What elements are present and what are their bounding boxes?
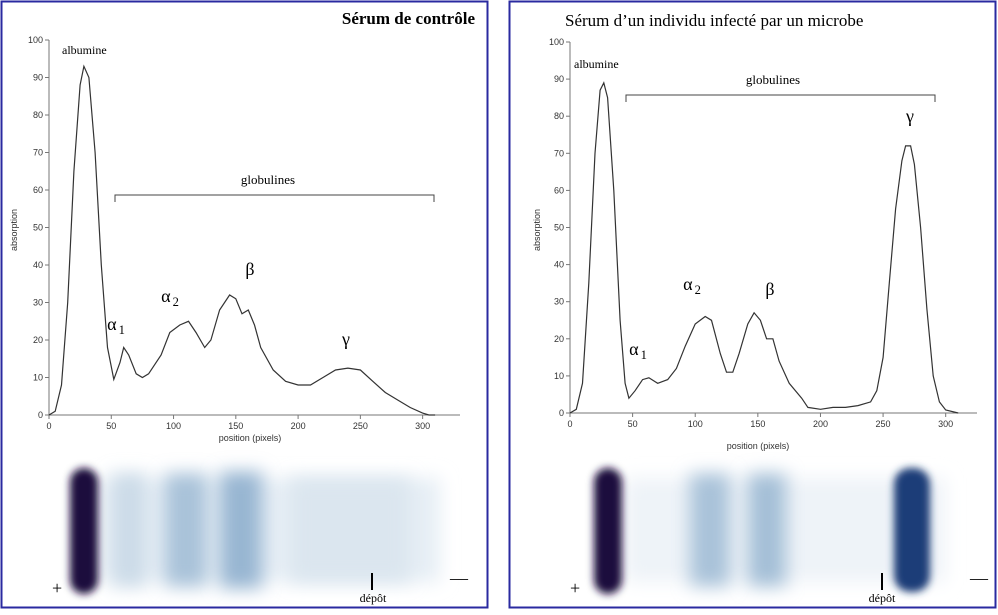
y-tick-label: 30	[33, 298, 43, 308]
annotation: albumine	[574, 57, 619, 71]
y-tick-label: 70	[554, 148, 564, 158]
y-tick-label: 0	[559, 408, 564, 418]
y-tick-label: 20	[554, 334, 564, 344]
y-tick-label: 30	[554, 297, 564, 307]
y-tick-label: 90	[33, 73, 43, 83]
y-tick-label: 60	[554, 185, 564, 195]
y-tick-label: 10	[554, 371, 564, 381]
annotation-text: globulines	[746, 72, 800, 87]
annotation-subscript: 1	[641, 348, 647, 362]
annotation: β	[765, 279, 774, 299]
x-tick-label: 200	[813, 419, 828, 429]
chart-title: Sérum d’un individu infecté par un micro…	[565, 11, 863, 30]
x-tick-label: 150	[750, 419, 765, 429]
x-tick-label: 100	[688, 419, 703, 429]
y-tick-label: 80	[33, 110, 43, 120]
gel-deposit: dépôt	[360, 591, 387, 605]
x-tick-label: 50	[628, 419, 638, 429]
annotation: γ	[905, 106, 914, 126]
annotation: β	[245, 259, 254, 279]
gel-anode: +	[570, 578, 580, 598]
x-tick-label: 250	[353, 421, 368, 431]
annotation-subscript: 2	[173, 295, 179, 309]
x-tick-label: 0	[567, 419, 572, 429]
x-tick-label: 300	[415, 421, 430, 431]
x-tick-label: 250	[876, 419, 891, 429]
y-tick-label: 50	[33, 223, 43, 233]
x-axis-label: position (pixels)	[727, 441, 790, 451]
y-axis-label: absorption	[532, 209, 542, 251]
annotation-subscript: 1	[119, 323, 125, 337]
annotation-text: γ	[905, 106, 914, 126]
y-tick-label: 10	[33, 373, 43, 383]
y-tick-label: 50	[554, 223, 564, 233]
x-tick-label: 50	[106, 421, 116, 431]
x-tick-label: 300	[938, 419, 953, 429]
gel-deposit: dépôt	[869, 591, 896, 605]
gel-anode: +	[52, 578, 62, 598]
annotation-text: α	[629, 339, 639, 359]
y-tick-label: 0	[38, 410, 43, 420]
y-axis-label: absorption	[9, 209, 19, 251]
y-tick-label: 20	[33, 335, 43, 345]
x-tick-label: 200	[291, 421, 306, 431]
y-tick-label: 70	[33, 148, 43, 158]
annotation-text: α	[161, 286, 171, 306]
body: 0102030405060708090100050100150200250300…	[0, 0, 998, 610]
annotation-text: globulines	[241, 172, 295, 187]
gel-left	[70, 468, 440, 594]
y-tick-label: 40	[554, 260, 564, 270]
annotation: globulines	[746, 72, 800, 87]
y-tick-label: 100	[28, 35, 43, 45]
chart-title: Sérum de contrôle	[342, 9, 476, 28]
y-tick-label: 90	[554, 74, 564, 84]
y-tick-label: 80	[554, 111, 564, 121]
y-tick-label: 60	[33, 185, 43, 195]
annotation-text: albumine	[574, 57, 619, 71]
figure: 0102030405060708090100050100150200250300…	[0, 0, 998, 610]
x-tick-label: 150	[228, 421, 243, 431]
annotation: γ	[341, 329, 350, 349]
y-tick-label: 100	[549, 37, 564, 47]
x-tick-label: 0	[46, 421, 51, 431]
annotation: globulines	[241, 172, 295, 187]
annotation-text: β	[245, 259, 254, 279]
gel-cathode: —	[449, 568, 469, 588]
annotation: albumine	[62, 43, 107, 57]
x-axis-label: position (pixels)	[219, 433, 282, 443]
annotation-subscript: 2	[695, 283, 701, 297]
gel-right	[594, 468, 945, 594]
annotation-text: α	[107, 314, 117, 334]
page: {"chart_data": [ {"type": "line", "title…	[0, 0, 998, 610]
annotation-text: γ	[341, 329, 350, 349]
x-tick-label: 100	[166, 421, 181, 431]
annotation-text: β	[765, 279, 774, 299]
annotation-text: albumine	[62, 43, 107, 57]
gel-cathode: —	[969, 568, 989, 588]
y-tick-label: 40	[33, 260, 43, 270]
annotation-text: α	[683, 274, 693, 294]
